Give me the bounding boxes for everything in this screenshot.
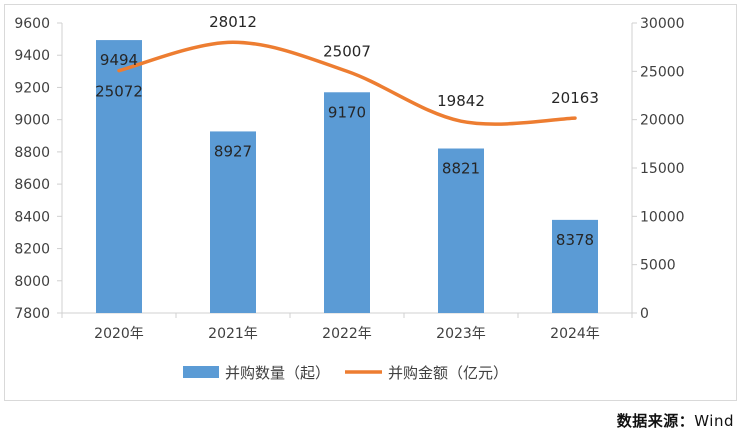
source-label: 数据来源： (616, 412, 695, 430)
right-tick-label: 0 (640, 306, 649, 322)
left-tick-label: 9400 (14, 48, 50, 64)
right-tick-label: 5000 (640, 258, 676, 274)
left-tick-label: 9000 (14, 113, 50, 129)
legend-swatch-count (183, 366, 219, 378)
bar-count (210, 131, 256, 313)
right-tick-label: 30000 (640, 16, 685, 32)
bar-value-label: 8821 (442, 160, 480, 178)
source-note: 数据来源：Wind (617, 410, 734, 431)
bar-value-label: 8927 (214, 142, 252, 160)
line-value-label: 19842 (437, 92, 485, 110)
line-value-label: 25072 (95, 83, 143, 101)
x-tick-label: 2020年 (94, 326, 144, 342)
x-tick-label: 2022年 (322, 326, 372, 342)
right-tick-label: 20000 (640, 113, 685, 129)
left-tick-label: 8800 (14, 145, 50, 161)
x-tick-label: 2021年 (208, 326, 258, 342)
bar-value-label: 9170 (328, 103, 366, 121)
line-amount (117, 40, 577, 126)
left-tick-label: 8200 (14, 242, 50, 258)
line-value-label: 20163 (551, 89, 599, 107)
left-tick-label: 8400 (14, 209, 50, 225)
right-tick-label: 25000 (640, 64, 685, 80)
x-tick-label: 2023年 (436, 326, 486, 342)
source-value: Wind (694, 412, 734, 430)
left-tick-label: 8000 (14, 274, 50, 290)
bar-count (552, 219, 598, 313)
right-tick-label: 10000 (640, 209, 685, 225)
bar-value-label: 9494 (100, 51, 138, 69)
bar-count (324, 92, 370, 314)
legend-label-count: 并购数量（起） (225, 364, 330, 382)
right-tick-label: 15000 (640, 161, 685, 177)
x-tick-label: 2024年 (550, 326, 600, 342)
line-value-label: 25007 (323, 42, 371, 60)
line-value-label: 28012 (209, 13, 257, 31)
legend-label-amount: 并购金额（亿元） (388, 364, 508, 382)
left-tick-label: 9600 (14, 16, 50, 32)
bar-value-label: 8378 (556, 231, 594, 249)
left-tick-label: 8600 (14, 177, 50, 193)
left-tick-label: 7800 (14, 306, 50, 322)
bar-count (438, 148, 484, 313)
bar-count (96, 40, 142, 313)
left-tick-label: 9200 (14, 80, 50, 96)
